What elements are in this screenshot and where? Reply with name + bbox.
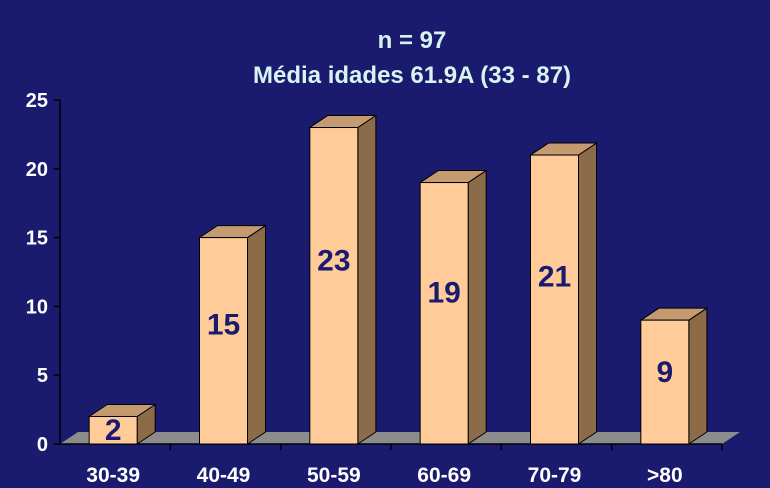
x-tick-labels: 30-39 40-49 50-59 60-69 70-79 >80 — [86, 444, 723, 487]
bar-front — [640, 319, 690, 445]
bar-front — [88, 415, 138, 445]
bar-side — [357, 114, 377, 445]
bar-side — [467, 169, 487, 445]
x-tick-label: 30-39 — [86, 464, 140, 487]
chart-floor — [60, 432, 740, 444]
y-tick-label: 20 — [26, 159, 48, 181]
bar-front — [309, 127, 359, 445]
bar: 19 — [418, 169, 488, 445]
x-tick-label: 50-59 — [307, 464, 361, 487]
chart-title: n = 97 — [378, 27, 447, 54]
y-tick-label: 0 — [37, 434, 48, 456]
bar-side — [578, 142, 597, 445]
bar-value-label: 23 — [317, 244, 350, 277]
bar-value-label: 21 — [538, 260, 571, 293]
y-tick-label: 15 — [26, 228, 48, 250]
x-tick-label: 70-79 — [528, 464, 582, 487]
bar-value-label: 2 — [105, 414, 122, 447]
x-tick-label: 40-49 — [197, 464, 251, 487]
y-tick-label: 5 — [37, 365, 48, 387]
bar: 21 — [528, 142, 599, 445]
bar-value-label: 9 — [656, 356, 673, 389]
bar: 15 — [197, 224, 268, 445]
y-ticks: 0 5 10 15 20 25 — [26, 90, 60, 456]
bar: 2 — [87, 403, 157, 447]
bar: 23 — [308, 114, 378, 445]
bar-side — [688, 307, 708, 445]
y-tick-label: 10 — [26, 296, 48, 318]
bars: 2 15 23 19 21 9 — [87, 114, 709, 447]
bar-front — [199, 237, 248, 445]
bar-side — [247, 224, 266, 445]
bar-value-label: 15 — [207, 308, 240, 341]
x-tick-label: 60-69 — [417, 464, 471, 487]
bar: 9 — [639, 307, 709, 445]
x-tick-label: >80 — [647, 464, 683, 487]
y-tick-label: 25 — [26, 90, 48, 112]
bar-front — [530, 154, 579, 445]
chart-subtitle: Média idades 61.9A (33 - 87) — [253, 62, 571, 89]
bar-value-label: 19 — [427, 276, 460, 309]
bar-front — [419, 182, 469, 445]
